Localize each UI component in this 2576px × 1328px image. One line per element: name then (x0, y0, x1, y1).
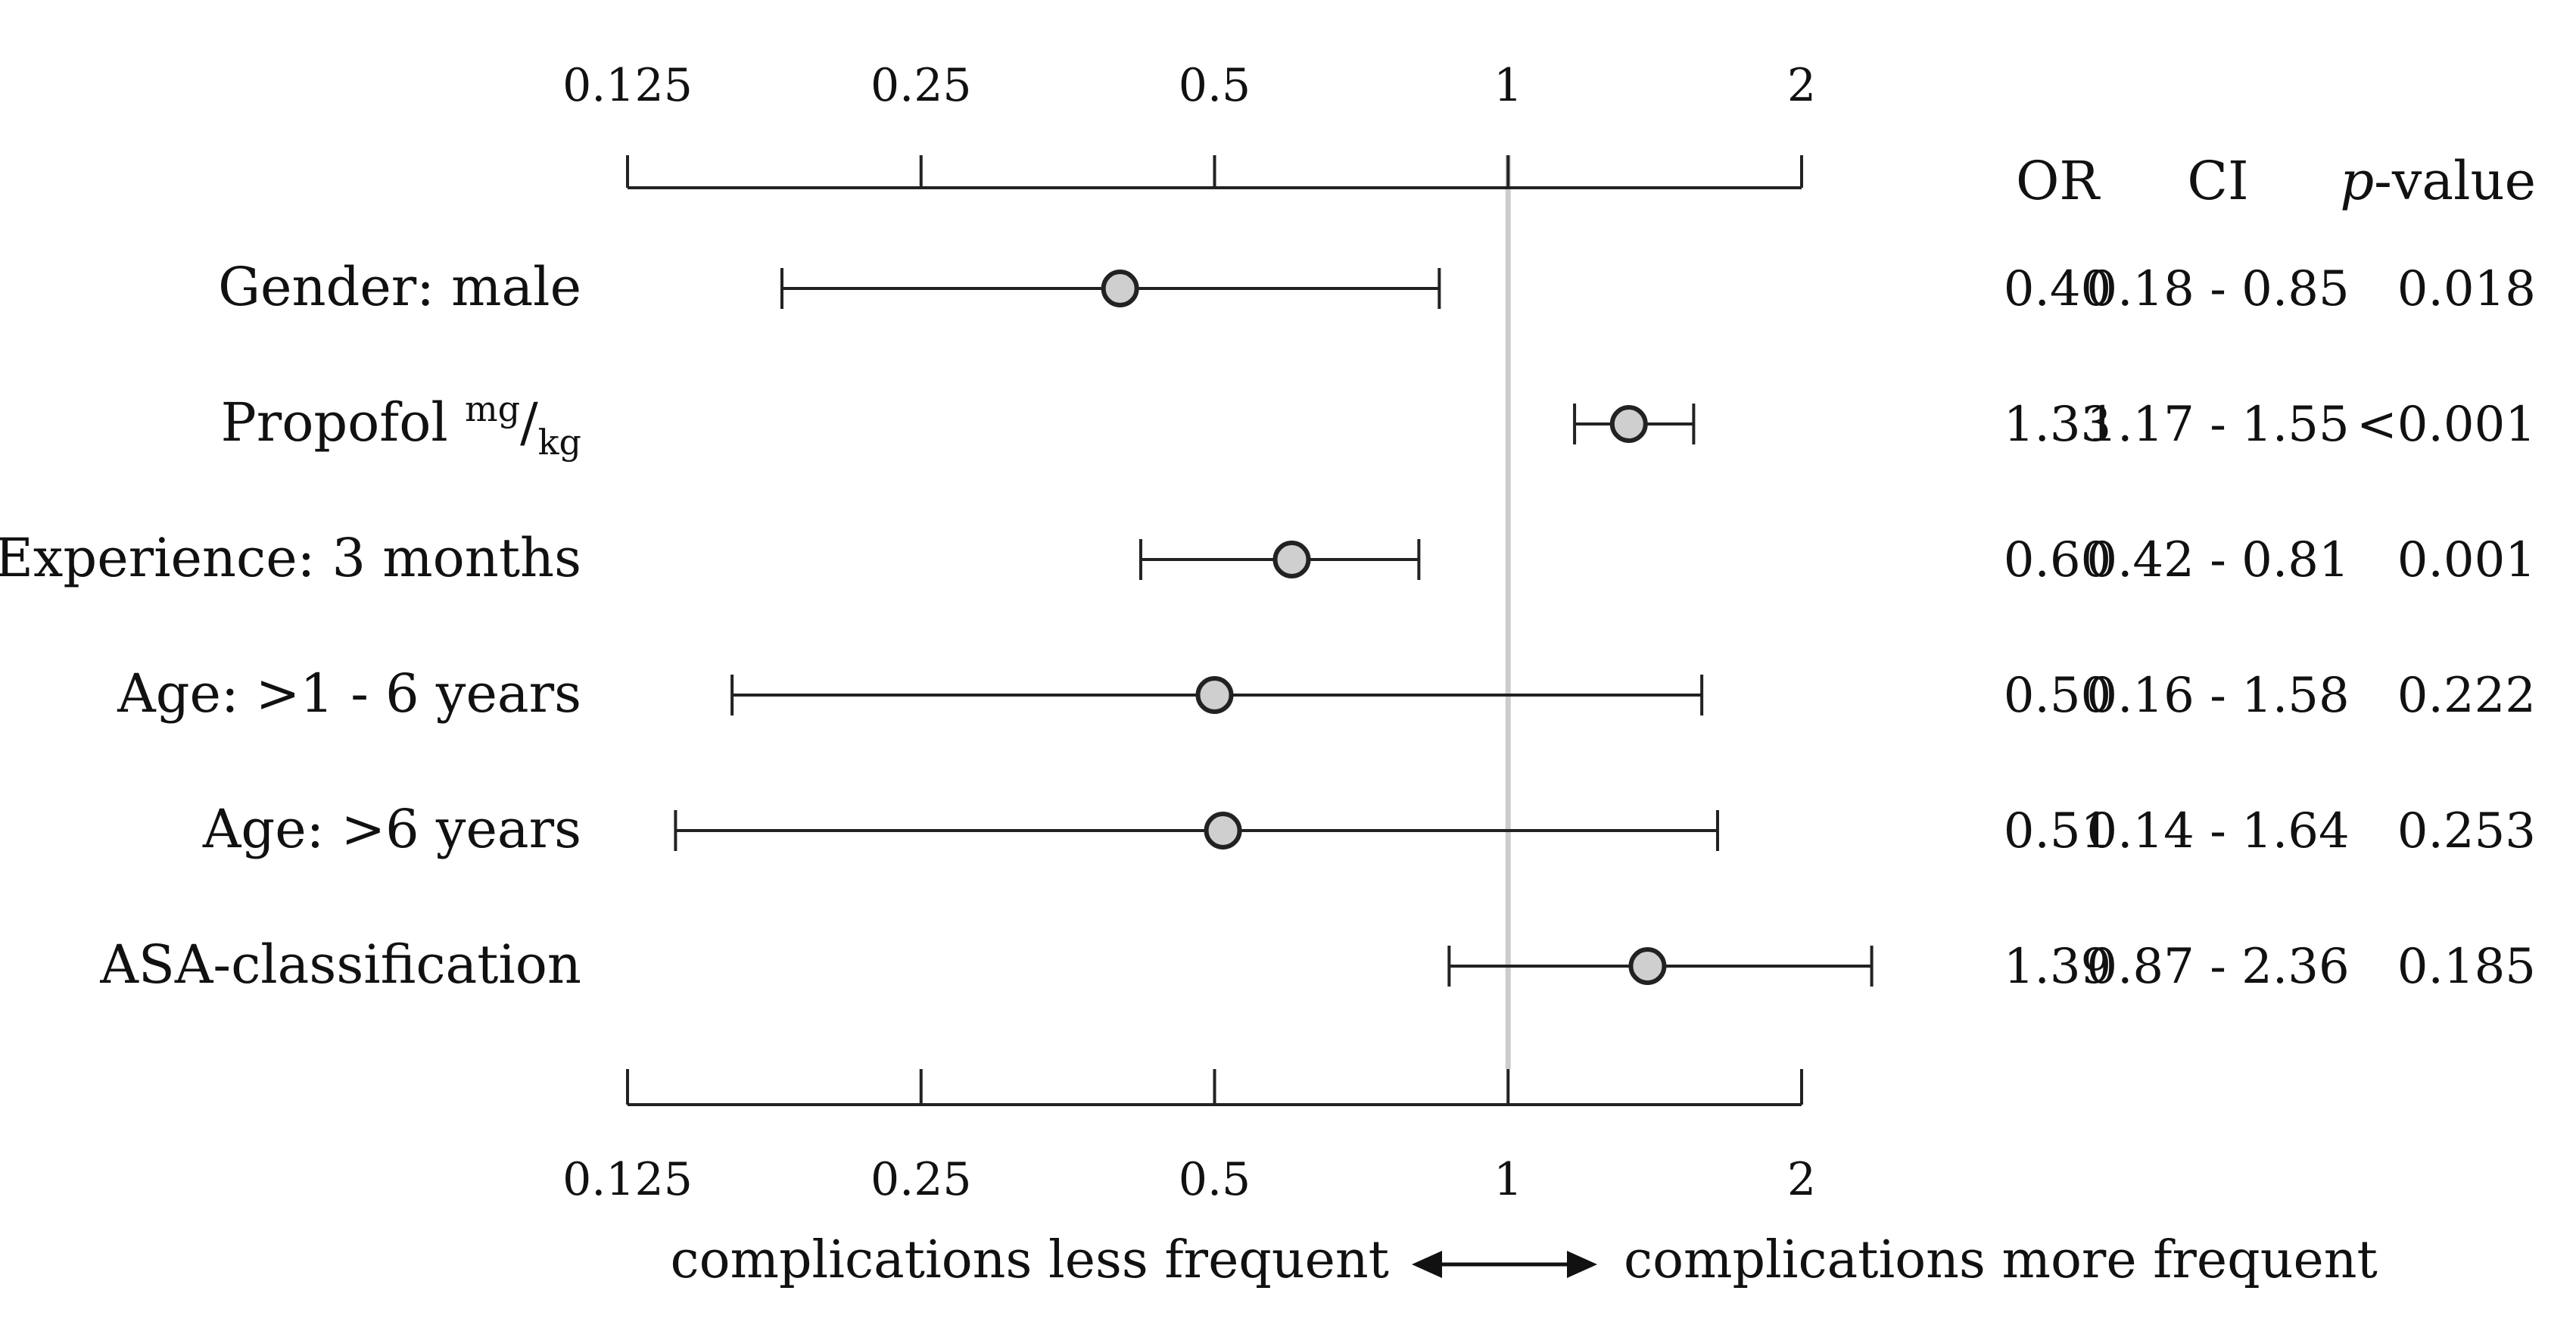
ci-value: 0.16 - 1.58 (2086, 668, 2349, 724)
top-tick-label: 1 (1494, 59, 1522, 112)
bottom-tick-label: 2 (1787, 1153, 1816, 1206)
ci-value: 1.17 - 1.55 (2086, 397, 2349, 453)
forest-row: Age: >1 - 6 years 0.500.16 - 1.58 0.222 (117, 662, 2536, 725)
caption-right: complications more frequent (1624, 1230, 2378, 1290)
header-p-rest: -value (2374, 150, 2536, 212)
row-label: Experience: 3 months (0, 527, 581, 589)
ci-value: 0.87 - 2.36 (2086, 939, 2349, 995)
row-label: Age: >1 - 6 years (117, 662, 581, 725)
p-value: <0.001 (2356, 397, 2536, 453)
row-label-text: Age: >6 years (202, 798, 581, 860)
p-value: 0.018 (2397, 261, 2536, 317)
header-or: OR (2016, 150, 2101, 212)
row-label-text: Propofol (221, 391, 465, 454)
row-label-text: Age: >1 - 6 years (117, 662, 581, 725)
top-axis: 0.125 0.25 0.5 1 2 (562, 59, 1816, 189)
odds-ratio-point (1195, 676, 1234, 714)
top-tick-label: 2 (1787, 59, 1816, 112)
row-label: Gender: male (218, 256, 581, 318)
top-axis-ticks: 0.125 0.25 0.5 1 2 (562, 59, 1816, 188)
or-value: 0.60 (2004, 532, 2112, 588)
row-label-unit-numerator: mg (465, 388, 520, 429)
row-label-unit-denominator: kg (538, 422, 581, 463)
row-label-text: ASA-classification (99, 934, 581, 996)
row-label: ASA-classification (99, 934, 581, 996)
or-value: 1.33 (2004, 397, 2112, 453)
ci-value: 0.14 - 1.64 (2086, 803, 2349, 859)
top-tick-label: 0.125 (562, 59, 693, 112)
row-label-text: Gender: male (218, 256, 581, 318)
forest-row: Experience: 3 months 0.600.42 - 0.81 0.001 (0, 527, 2536, 589)
or-value: 0.51 (2004, 803, 2112, 859)
row-label: Propofol mg/kg (221, 388, 581, 463)
top-tick-label: 0.5 (1179, 59, 1251, 112)
row-label-unit-slash: / (520, 391, 538, 454)
or-value: 1.39 (2004, 939, 2112, 995)
header-p-value: p-value (2340, 150, 2536, 212)
direction-caption: complications less frequent complication… (671, 1230, 2378, 1290)
forest-row: Gender: male 0.400.18 - 0.85 0.018 (218, 256, 2536, 318)
forest-rows: Gender: male 0.400.18 - 0.85 0.018 Propofol… (0, 256, 2536, 996)
row-label-text: Experience: 3 months (0, 527, 581, 589)
forest-row: Propofol mg/kg 1.331.17 - 1.55 <0.001 (221, 388, 2536, 463)
forest-row: Age: >6 years 0.510.14 - 1.64 0.253 (202, 798, 2536, 860)
ci-value: 0.18 - 0.85 (2086, 261, 2349, 317)
double-arrow-icon (1412, 1251, 1597, 1278)
odds-ratio-point (1609, 405, 1648, 443)
top-tick-label: 0.25 (871, 59, 972, 112)
p-value: 0.185 (2397, 939, 2536, 995)
odds-ratio-point (1204, 812, 1242, 849)
p-value: 0.253 (2397, 803, 2536, 859)
bottom-tick-label: 0.125 (562, 1153, 693, 1206)
header-p-italic: p (2340, 150, 2374, 212)
or-value: 0.40 (2004, 261, 2112, 317)
bottom-tick-label: 1 (1494, 1153, 1522, 1206)
column-headers: OR CI p-value (2016, 150, 2536, 212)
or-value: 0.50 (2004, 668, 2112, 724)
odds-ratio-point (1628, 947, 1667, 985)
p-value: 0.001 (2397, 532, 2536, 588)
bottom-tick-label: 0.25 (871, 1153, 972, 1206)
odds-ratio-point (1272, 541, 1311, 578)
p-value: 0.222 (2397, 668, 2536, 724)
row-label: Age: >6 years (202, 798, 581, 860)
ci-value: 0.42 - 0.81 (2086, 532, 2349, 588)
header-ci: CI (2187, 150, 2248, 212)
caption-left: complications less frequent (671, 1230, 1389, 1290)
odds-ratio-point (1101, 270, 1139, 307)
bottom-axis-ticks: 0.125 0.25 0.5 1 2 (562, 1069, 1816, 1206)
bottom-axis: 0.125 0.25 0.5 1 2 (562, 1069, 1816, 1206)
bottom-tick-label: 0.5 (1179, 1153, 1251, 1206)
forest-row: ASA-classification 1.390.87 - 2.36 0.185 (99, 934, 2536, 996)
